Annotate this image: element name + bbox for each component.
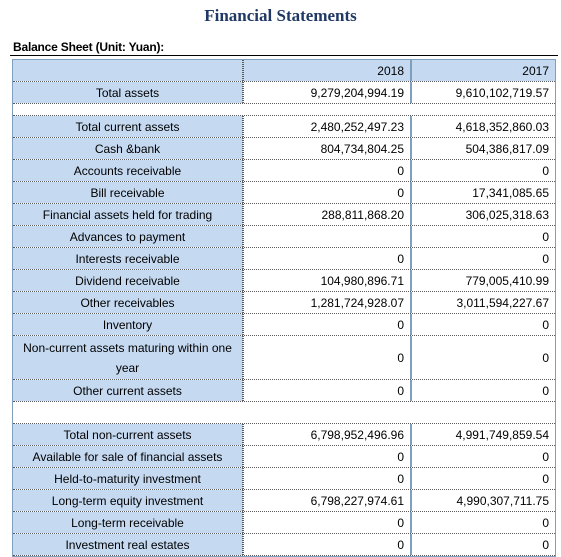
row-label: Financial assets held for trading <box>13 204 243 225</box>
table-row: Inventory 0 0 <box>13 314 555 336</box>
value-2018: 0 <box>243 534 411 555</box>
value-2017: 4,618,352,860.03 <box>411 116 555 137</box>
row-label: Interests receivable <box>13 248 243 269</box>
row-label: Total non-current assets <box>13 424 243 445</box>
value-2018: 288,811,868.20 <box>243 204 411 225</box>
header-2017: 2017 <box>411 60 555 81</box>
row-label: Cash &bank <box>13 138 243 159</box>
table-row: Total assets 9,279,204,994.19 9,610,102,… <box>13 82 555 104</box>
sheet-label: Balance Sheet (Unit: Yuan): <box>13 40 165 54</box>
spacer-cell <box>13 104 243 115</box>
value-2018: 0 <box>243 314 411 335</box>
table-row: Cash &bank 804,734,804.25 504,386,817.09 <box>13 138 555 160</box>
row-label: Available for sale of financial assets <box>13 446 243 467</box>
value-2017: 0 <box>411 468 555 489</box>
spacer-cell <box>243 402 411 423</box>
sheet-label-underline <box>10 55 558 56</box>
value-2017: 779,005,410.99 <box>411 270 555 291</box>
value-2017: 17,341,085.65 <box>411 182 555 203</box>
value-2018: 0 <box>243 182 411 203</box>
row-label: Accounts receivable <box>13 160 243 181</box>
header-2018: 2018 <box>243 60 411 81</box>
table-row: Bill receivable 0 17,341,085.65 <box>13 182 555 204</box>
value-2018: 6,798,952,496.96 <box>243 424 411 445</box>
value-2017: 4,991,749,859.54 <box>411 424 555 445</box>
value-2017: 4,990,307,711.75 <box>411 490 555 511</box>
row-label: Total current assets <box>13 116 243 137</box>
value-2018: 0 <box>243 160 411 181</box>
row-label: Other receivables <box>13 292 243 313</box>
table-row: Interests receivable 0 0 <box>13 248 555 270</box>
row-label: Inventory <box>13 314 243 335</box>
value-2018: 104,980,896.71 <box>243 270 411 291</box>
table-row: Held-to-maturity investment 0 0 <box>13 468 555 490</box>
row-label: Advances to payment <box>13 226 243 247</box>
table-row: Long-term equity investment 6,798,227,97… <box>13 490 555 512</box>
row-label: Other current assets <box>13 380 243 401</box>
spacer-cell <box>411 104 555 115</box>
spacer-cell <box>411 402 555 423</box>
value-2018: 0 <box>243 468 411 489</box>
value-2017: 306,025,318.63 <box>411 204 555 225</box>
table-row: Investment real estates 0 0 <box>13 534 555 556</box>
table-row: Total non-current assets 6,798,952,496.9… <box>13 424 555 446</box>
value-2018: 6,798,227,974.61 <box>243 490 411 511</box>
page-title: Financial Statements <box>204 6 357 25</box>
table-row: Financial assets held for trading 288,81… <box>13 204 555 226</box>
value-2017: 0 <box>411 446 555 467</box>
value-2018: 0 <box>243 380 411 401</box>
table-row: Advances to payment 0 <box>13 226 555 248</box>
spacer-row <box>13 402 555 424</box>
spacer-row <box>13 104 555 116</box>
table-row: Non-current assets maturing within one y… <box>13 336 555 380</box>
value-2017: 0 <box>411 336 555 379</box>
spacer-cell <box>243 104 411 115</box>
table-row: Other receivables 1,281,724,928.07 3,011… <box>13 292 555 314</box>
value-2018: 0 <box>243 446 411 467</box>
row-label: Long-term equity investment <box>13 490 243 511</box>
table-row: Dividend receivable 104,980,896.71 779,0… <box>13 270 555 292</box>
value-2018 <box>243 226 411 247</box>
value-2017: 3,011,594,227.67 <box>411 292 555 313</box>
value-2017: 0 <box>411 248 555 269</box>
table-row: Long-term receivable 0 0 <box>13 512 555 534</box>
value-2018: 804,734,804.25 <box>243 138 411 159</box>
balance-sheet-table: 2018 2017 Total assets 9,279,204,994.19 … <box>12 59 556 557</box>
table-row: Total current assets 2,480,252,497.23 4,… <box>13 116 555 138</box>
row-label: Investment real estates <box>13 534 243 555</box>
value-2018: 9,279,204,994.19 <box>243 82 411 103</box>
value-2017: 0 <box>411 512 555 533</box>
value-2017: 504,386,817.09 <box>411 138 555 159</box>
table-row: Accounts receivable 0 0 <box>13 160 555 182</box>
value-2017: 9,610,102,719.57 <box>411 82 555 103</box>
header-label-cell <box>13 60 243 81</box>
row-label: Held-to-maturity investment <box>13 468 243 489</box>
value-2017: 0 <box>411 160 555 181</box>
table-row: Other current assets 0 0 <box>13 380 555 402</box>
row-label: Bill receivable <box>13 182 243 203</box>
row-label: Total assets <box>13 82 243 103</box>
value-2017: 0 <box>411 226 555 247</box>
value-2017: 0 <box>411 534 555 555</box>
row-label: Long-term receivable <box>13 512 243 533</box>
table-row: Available for sale of financial assets 0… <box>13 446 555 468</box>
value-2018: 0 <box>243 512 411 533</box>
value-2017: 0 <box>411 380 555 401</box>
row-label: Dividend receivable <box>13 270 243 291</box>
value-2017: 0 <box>411 314 555 335</box>
spacer-cell <box>13 402 243 423</box>
value-2018: 2,480,252,497.23 <box>243 116 411 137</box>
table-header-row: 2018 2017 <box>13 60 555 82</box>
row-label: Non-current assets maturing within one y… <box>13 336 243 379</box>
value-2018: 0 <box>243 248 411 269</box>
value-2018: 0 <box>243 336 411 379</box>
value-2018: 1,281,724,928.07 <box>243 292 411 313</box>
